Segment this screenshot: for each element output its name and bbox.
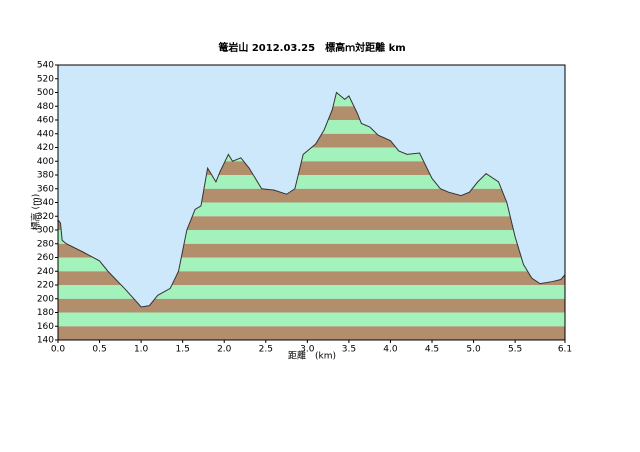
x-tick-label: 2.5 [259,345,273,355]
y-tick-label: 260 [37,253,54,263]
band [58,271,565,285]
y-tick-label: 320 [37,212,54,222]
band [58,298,565,313]
y-tick-label: 140 [37,336,54,346]
elevation-line [57,91,566,308]
y-tick-label: 360 [37,184,54,194]
x-tick-label: 1.5 [176,345,190,355]
x-tick-label: 1.0 [134,345,149,355]
y-tick-label: 380 [37,171,54,181]
x-tick-label: 4.0 [383,345,398,355]
y-tick-label: 300 [37,226,54,236]
x-tick-label: 4.5 [425,345,439,355]
y-tick-label: 180 [37,308,54,318]
y-tick-label: 280 [37,239,54,249]
y-axis-label: 標高 (m) [30,194,42,231]
y-tick-label: 420 [37,143,54,153]
band [58,312,565,327]
band [58,243,565,258]
x-tick-label: 3.0 [300,345,315,355]
x-tick-label: 5.5 [508,345,522,355]
x-tick-label: 0.0 [51,345,66,355]
x-tick-label: 0.5 [92,345,106,355]
x-tick-label: 5.0 [466,345,481,355]
band [58,326,565,340]
y-tick-label: 460 [37,116,54,126]
y-tick-label: 160 [37,322,54,332]
x-tick-label: 3.5 [342,345,356,355]
y-tick-label: 240 [37,267,54,277]
y-tick-label: 540 [37,61,54,71]
x-tick-label: 6.1 [558,345,572,355]
y-tick-label: 400 [37,157,54,167]
y-tick-label: 480 [37,102,54,112]
y-tick-label: 340 [37,198,54,208]
chart-title: 篭岩山 2012.03.25 標高ｍ対距離 km [217,41,405,54]
band [58,285,565,299]
band [58,257,565,272]
x-axis-label: 距離 (km) [288,350,336,362]
y-tick-label: 440 [37,129,54,139]
y-tick-label: 220 [37,281,54,291]
y-tick-label: 200 [37,294,54,304]
x-tick-label: 2.0 [217,345,232,355]
y-tick-label: 500 [37,88,54,98]
y-tick-label: 520 [37,74,54,84]
